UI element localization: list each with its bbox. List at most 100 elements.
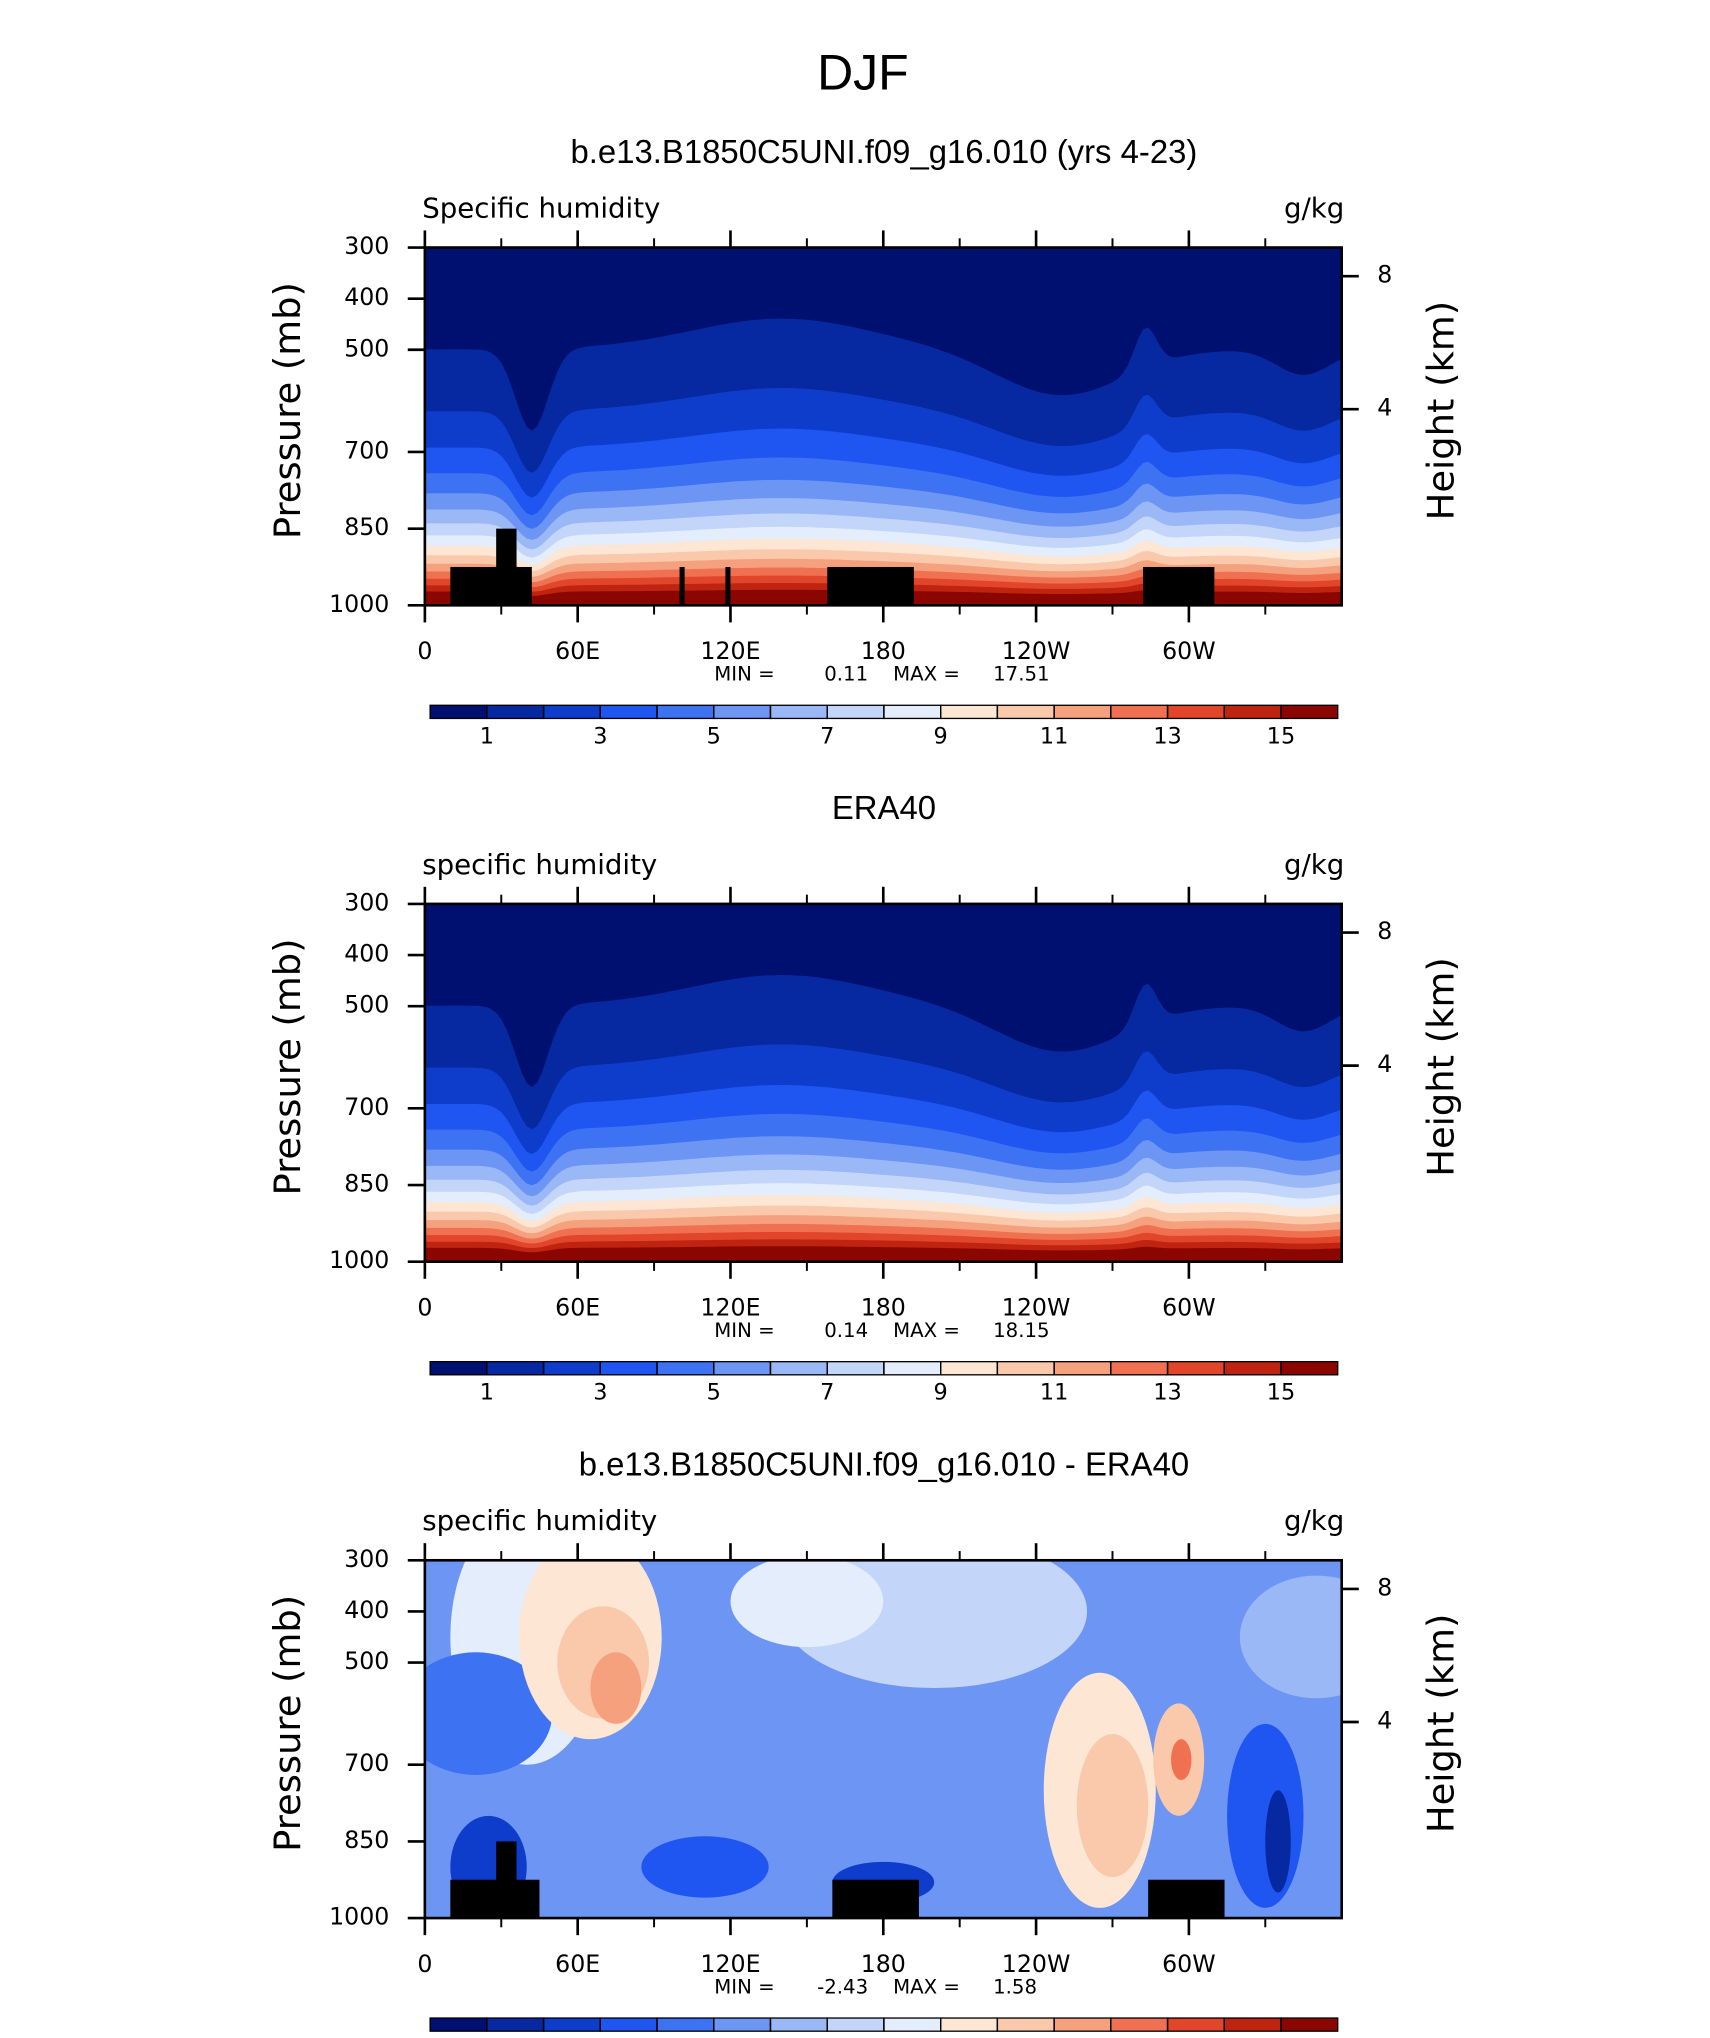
left-label: Specific humidity [422, 191, 660, 224]
panel-title: b.e13.B1850C5UNI.f09_g16.010 - ERA40 [579, 1446, 1189, 1483]
contour-blob [1227, 1723, 1304, 1908]
colorbar-box [599, 1361, 658, 1376]
y-tick-label: 1000 [329, 590, 389, 618]
min-value: -2.43 [817, 1975, 868, 1998]
contour-blob [730, 1560, 884, 1648]
colorbar-label: −0.9 [630, 2036, 684, 2038]
terrain-mask [496, 528, 517, 606]
colorbar-label: 15 [1267, 1380, 1295, 1406]
y-tick-label: 500 [344, 1647, 389, 1675]
terrain-mask [450, 1879, 540, 1919]
y-tick-label: 500 [344, 991, 389, 1019]
colorbar-box [1110, 1361, 1169, 1376]
colorbar-box [1053, 1361, 1112, 1376]
y-tick-label: 700 [344, 1749, 389, 1777]
contour-blob [1171, 1739, 1192, 1781]
terrain-mask [450, 566, 532, 606]
colorbar-box [1110, 704, 1169, 720]
figure-title: DJF [817, 45, 909, 101]
colorbar-box [769, 704, 828, 720]
colorbar-box [542, 704, 601, 720]
colorbar-label: 11 [1040, 1380, 1068, 1406]
x-tick-label: 120W [1002, 637, 1071, 665]
colorbar-box [1053, 2017, 1112, 2032]
colorbar-box [486, 1361, 545, 1376]
colorbar-box [429, 704, 488, 720]
y-axis-label: Pressure (mb) [266, 939, 309, 1196]
x-tick-label: 120W [1002, 1950, 1071, 1978]
min-label: MIN = [714, 1975, 774, 1998]
right-label: g/kg [1284, 848, 1344, 881]
x-tick-label: 0 [417, 1294, 432, 1322]
colorbar-box [996, 704, 1055, 720]
contour-band [424, 903, 1342, 1088]
y-axis-label: Pressure (mb) [266, 282, 309, 539]
colorbar-label: 0.3 [980, 2036, 1016, 2038]
y-tick-label: 300 [344, 1545, 389, 1573]
y-tick-label: 400 [344, 1596, 389, 1624]
x-tick-label: 60E [555, 1294, 600, 1322]
colorbar-box [1166, 704, 1225, 720]
colorbar-label: −1.5 [516, 2036, 570, 2038]
x-tick-label: 180 [861, 1294, 906, 1322]
x-tick-label: 0 [417, 1950, 432, 1978]
y-tick-label: 400 [344, 940, 389, 968]
max-label: MAX = [893, 663, 960, 686]
colorbar-box [429, 2017, 488, 2032]
colorbar-box [996, 2017, 1055, 2032]
contour-blob [424, 1652, 553, 1775]
colorbar-box [883, 2017, 942, 2032]
y-tick-label: 850 [344, 1826, 389, 1854]
right-label: g/kg [1284, 1504, 1344, 1537]
y2-tick-label: 8 [1377, 1573, 1392, 1601]
colorbar-label: 1 [480, 723, 494, 749]
colorbar-box [1280, 2017, 1339, 2032]
left-label: specific humidity [422, 1504, 657, 1537]
colorbar-label: 0 [877, 2036, 891, 2038]
contour-blob [1239, 1575, 1342, 1699]
colorbar-box [1053, 704, 1112, 720]
terrain-mask [1143, 566, 1215, 606]
contour-blob [641, 1836, 769, 1898]
y2-tick-label: 8 [1377, 261, 1392, 289]
colorbar-box [542, 1361, 601, 1376]
x-tick-label: 120E [700, 1294, 760, 1322]
x-tick-label: 0 [417, 637, 432, 665]
colorbar-label: 3 [593, 1380, 607, 1406]
x-tick-label: 180 [861, 637, 906, 665]
colorbar-label: 7 [820, 1380, 834, 1406]
x-tick-label: 60W [1162, 637, 1216, 665]
colorbar-box [656, 2017, 715, 2032]
y-tick-label: 500 [344, 334, 389, 362]
y2-tick-label: 4 [1377, 1050, 1392, 1078]
colorbar-label: 1.5 [1207, 2036, 1243, 2038]
max-label: MAX = [893, 1975, 960, 1998]
x-tick-label: 60E [555, 637, 600, 665]
panel-title: ERA40 [832, 789, 936, 826]
colorbar-box [1280, 704, 1339, 720]
terrain-mask [725, 566, 731, 606]
contour-band [424, 247, 1342, 431]
y-tick-label: 400 [344, 283, 389, 311]
colorbar-box [826, 704, 885, 720]
colorbar-box [713, 2017, 772, 2032]
terrain-mask [496, 1841, 517, 1919]
contour-blob [1076, 1734, 1149, 1878]
min-label: MIN = [714, 663, 774, 686]
terrain-mask [1148, 1879, 1225, 1919]
min-value: 0.11 [824, 663, 868, 686]
colorbar-box [656, 1361, 715, 1376]
colorbar-label: 3 [593, 723, 607, 749]
left-label: specific humidity [422, 848, 657, 881]
panel-title: b.e13.B1850C5UNI.f09_g16.010 (yrs 4-23) [571, 133, 1198, 170]
y-tick-label: 850 [344, 513, 389, 541]
colorbar-box [826, 1361, 885, 1376]
colorbar-box [1166, 2017, 1225, 2032]
terrain-mask [832, 1879, 919, 1919]
y2-axis-label: Height (km) [1419, 957, 1462, 1176]
colorbar-label: −0.3 [743, 2036, 797, 2038]
x-tick-label: 120W [1002, 1294, 1071, 1322]
colorbar-box [1110, 2017, 1169, 2032]
contour-field [424, 247, 1342, 606]
